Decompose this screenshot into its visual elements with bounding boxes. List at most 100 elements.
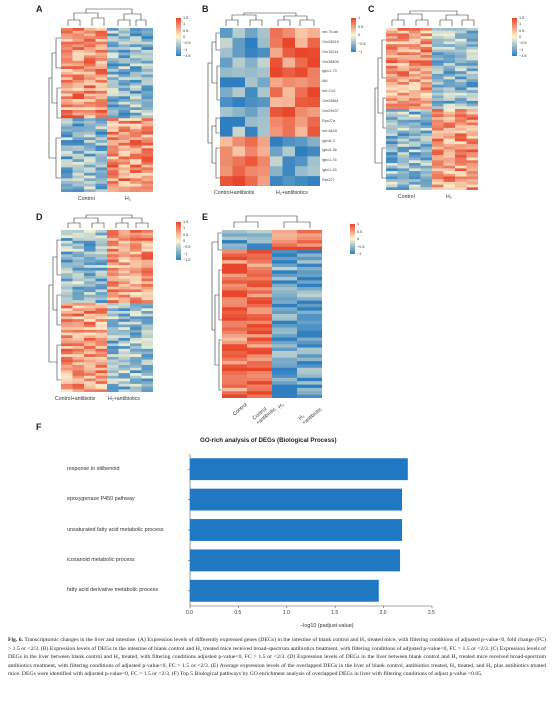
gene-label-b: Igkv1-73 <box>322 69 337 74</box>
group-label-c-1: Control <box>398 194 415 200</box>
gene-label-b: Gm38805 <box>322 59 339 64</box>
heatmap-b <box>220 28 320 186</box>
legend-tick-d: −1 <box>183 251 188 256</box>
go-bar <box>190 549 401 572</box>
row-dendrogram-d <box>48 239 61 381</box>
color-legend-a <box>176 18 181 56</box>
gene-label-b: Igkv1-15 <box>322 168 337 173</box>
gene-label-b: Gm15241 <box>322 49 339 54</box>
legend-tick-b: −0.5 <box>358 41 366 46</box>
panel-label-c: C <box>368 4 375 14</box>
legend-tick-c: 0 <box>519 35 522 39</box>
group-label-d-1: Control+antibiotis <box>55 396 96 402</box>
gene-label-b: Rps27l <box>322 178 334 183</box>
legend-tick-a: −1.5 <box>183 54 191 58</box>
group-label-b-2: H₂+antibiotics <box>276 190 308 196</box>
legend-tick-c: −0.5 <box>519 41 527 46</box>
legend-tick-e: 0.5 <box>357 229 363 234</box>
panel-label-a: A <box>36 4 43 14</box>
legend-tick-d: 1.5 <box>183 220 189 224</box>
legend-tick-a: 1.5 <box>183 16 189 20</box>
gene-label-b: Rps27a <box>322 118 336 123</box>
figure-caption-text: Transcriptomic changes in the liver and … <box>8 637 546 678</box>
color-legend-e <box>350 224 355 254</box>
gene-label-b: Gm29437 <box>322 108 339 113</box>
color-legend-c <box>512 18 517 56</box>
column-dendrogram-e <box>233 215 311 228</box>
gene-label-b: Igkv1-76 <box>322 158 337 163</box>
color-legend-b <box>351 18 356 52</box>
legend-tick-b: −1 <box>358 50 363 54</box>
group-label-a-1: Control <box>78 196 95 202</box>
panel-label-b: B <box>202 4 209 14</box>
go-category-label: fatty acid derivative metabolic process <box>67 587 159 594</box>
legend-tick-e: −0.5 <box>357 244 365 249</box>
go-category-label: unsaturated fatty acid metabolic process <box>67 526 164 533</box>
row-dendrogram-c <box>374 39 386 179</box>
legend-tick-b: 1 <box>358 16 361 20</box>
legend-tick-a: −0.5 <box>183 41 191 46</box>
legend-tick-c: 1 <box>519 22 522 27</box>
go-bar-chart <box>188 454 433 608</box>
go-bar <box>190 579 379 602</box>
group-label-b-1: Control+antibiotis <box>214 190 255 196</box>
gene-label-b: mir-7b-ab <box>322 29 339 34</box>
gene-label-b: Gm29881 <box>322 99 339 104</box>
panel-label-e: E <box>202 212 209 222</box>
heatmap-c <box>386 28 478 190</box>
group-label-e-1: Control <box>231 402 249 418</box>
legend-tick-b: 0 <box>358 33 361 37</box>
legend-tick-d: 0 <box>183 239 186 243</box>
legend-tick-d: 1 <box>183 226 186 231</box>
group-label-e-3: H₂ <box>277 402 286 411</box>
group-label-e-4: H₂ +antibiotic <box>297 406 324 427</box>
legend-tick-a: 0 <box>183 35 186 39</box>
heatmap-e <box>222 230 322 398</box>
color-legend-d <box>176 222 181 260</box>
legend-tick-d: 0.5 <box>183 232 189 237</box>
figure-label: Fig. 6. <box>8 637 24 643</box>
column-dendrogram-b <box>225 12 315 26</box>
go-x-tick-label: 2.0 <box>379 610 387 616</box>
legend-tick-a: 1 <box>183 22 186 27</box>
go-x-tick-label: 2.5 <box>428 610 435 616</box>
column-dendrogram-d <box>67 214 149 228</box>
gene-label-b: Gm28519 <box>322 39 339 44</box>
gene-label-b: Ighv4-36 <box>322 148 337 153</box>
go-x-tick-label: 0.0 <box>186 610 193 616</box>
go-chart-title: GO-rich analysis of DEGs (Biological Pro… <box>200 437 337 444</box>
go-category-label: icosanoid metabolic process <box>67 556 135 563</box>
group-label-d-2: H₂+antibiotics <box>108 396 140 402</box>
column-dendrogram-a <box>67 8 147 26</box>
go-bar <box>190 458 408 481</box>
go-x-tick-label: 1.0 <box>282 610 290 616</box>
go-x-tick-label: 1.5 <box>331 610 339 616</box>
legend-tick-a: −1 <box>183 47 188 52</box>
go-x-tick-label: 0.5 <box>234 610 242 616</box>
go-bar <box>190 488 402 511</box>
legend-tick-e: −1 <box>357 252 362 256</box>
group-label-c-2: H₂ <box>446 194 452 200</box>
legend-tick-c: −1.5 <box>519 54 527 58</box>
go-category-label: response to stilbenoid <box>67 465 120 472</box>
group-label-e-2: Control +antibiotic <box>251 406 278 427</box>
legend-tick-b: 0.5 <box>358 24 364 29</box>
figure-caption: Fig. 6. Transcriptomic changes in the li… <box>8 636 546 679</box>
legend-tick-c: 1.5 <box>519 16 525 20</box>
go-x-axis-label: −log10 (padjust-value) <box>300 623 354 629</box>
legend-tick-d: −0.5 <box>183 245 191 250</box>
gene-label-b: Ai6 <box>322 79 328 84</box>
legend-tick-e: 1 <box>357 222 360 226</box>
panel-label-d: D <box>36 212 43 222</box>
heatmap-a <box>61 28 153 192</box>
go-category-label: epoxygenase P450 pathway <box>67 496 135 503</box>
legend-tick-e: 0 <box>357 237 360 241</box>
go-bar <box>190 519 402 541</box>
legend-tick-d: −1.5 <box>183 258 191 262</box>
gene-label-b: mir-6b16 <box>322 128 337 133</box>
legend-tick-a: 0.5 <box>183 28 189 33</box>
row-dendrogram-a <box>48 37 61 179</box>
column-dendrogram-c <box>391 10 475 26</box>
row-dendrogram-e <box>211 232 222 391</box>
gene-label-b: mir-Cc3 <box>322 89 336 94</box>
